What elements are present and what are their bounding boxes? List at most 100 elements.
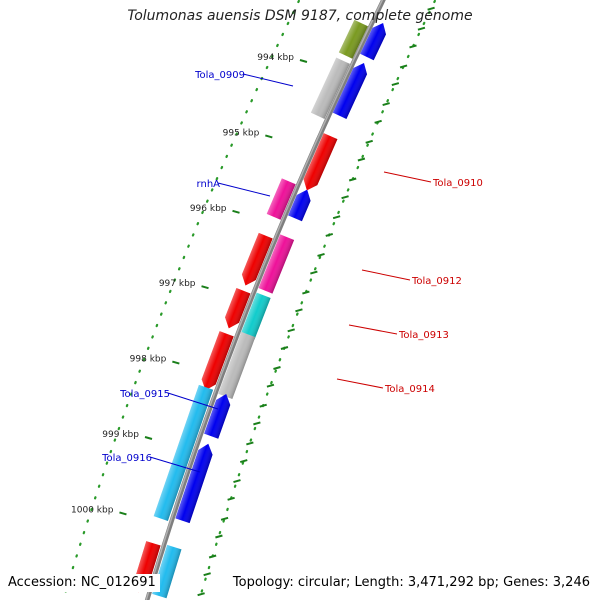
ruler-tick-label: 1000 kbp — [71, 505, 114, 515]
gene-label-text: Tola_0916 — [101, 453, 152, 464]
guide-dash — [391, 82, 400, 87]
gene-label-text: rnhA — [197, 179, 221, 190]
gene-blue-tola0916 — [175, 443, 213, 524]
leader-line — [383, 171, 432, 183]
topology-text: Topology: circular; Length: 3,471,292 bp… — [228, 574, 590, 592]
gene-shading — [240, 292, 271, 340]
ruler-tick-label: 999 kbp — [102, 430, 139, 440]
leader-line — [217, 182, 271, 197]
guide-dash — [220, 516, 229, 521]
gene-label-text: Tola_0912 — [411, 276, 462, 287]
guide-dash — [348, 177, 357, 182]
leader-line — [336, 378, 384, 389]
guide-dash — [246, 441, 254, 446]
guide-dash — [280, 346, 289, 350]
dotted-guides — [62, 0, 437, 600]
gene-track — [133, 19, 386, 599]
ruler-tick — [172, 360, 180, 365]
gene-blue-tola0909 — [332, 62, 368, 119]
guide-dash — [295, 308, 303, 313]
backbone-line — [144, 0, 386, 600]
gene-labels: Tola_0909 rnhA Tola_0915 Tola_0916 Tola_0910… — [101, 70, 483, 473]
ruler-tick — [232, 209, 240, 214]
ruler-tick-label: 994 kbp — [257, 53, 294, 63]
ruler-tick — [119, 511, 127, 516]
map-title: Tolumonas auensis DSM 9187, complete gen… — [127, 8, 473, 24]
ruler-tick-label: 996 kbp — [190, 204, 227, 214]
guide-dash — [302, 290, 310, 295]
guide-dash — [332, 215, 341, 220]
guide-dash — [365, 139, 373, 144]
backbone — [144, 0, 386, 600]
gene-label-tola-0916: Tola_0916 — [101, 453, 201, 473]
gene-shading — [225, 288, 251, 329]
gene-label-tola-0910: Tola_0910 — [383, 171, 483, 189]
ruler-tick-label: 998 kbp — [130, 355, 167, 365]
ruler-tick — [201, 285, 209, 290]
gene-blue-top — [360, 23, 386, 61]
guide-dash — [208, 554, 217, 559]
gene-label-tola-0915: Tola_0915 — [119, 389, 219, 410]
guide-dash — [253, 421, 261, 426]
leader-line — [361, 269, 411, 281]
ruler-tick — [144, 436, 153, 440]
guide-dash — [341, 195, 349, 200]
leader-line — [167, 392, 219, 410]
gene-label-text: Tola_0909 — [194, 70, 245, 81]
guide-dash — [203, 572, 211, 577]
gene-red-tola0910 — [303, 133, 338, 191]
gene-shading — [332, 62, 368, 119]
guide-dash — [399, 64, 408, 69]
gene-label-tola-0913: Tola_0913 — [348, 324, 449, 341]
gene-shading — [338, 19, 368, 59]
leader-line — [242, 73, 294, 87]
guide-dash — [259, 403, 267, 408]
gene-lightblue-tola0915 — [153, 384, 214, 521]
gene-red-tola0911 — [241, 232, 273, 286]
guide-dash — [357, 157, 366, 162]
gene-label-text: Tola_0914 — [384, 384, 435, 395]
gene-shading — [201, 331, 234, 391]
guide-dash — [197, 592, 205, 597]
gene-shading — [241, 232, 273, 286]
gene-label-rnha: rnhA — [197, 179, 271, 197]
guide-dash — [287, 328, 295, 333]
gene-shading — [303, 133, 338, 191]
gene-blue-tola0915 — [204, 394, 231, 439]
backbone-highlight — [145, 0, 384, 600]
gene-shading — [266, 178, 296, 220]
ruler-tick — [265, 134, 273, 139]
gene-gray-tola0914 — [218, 331, 256, 399]
guide-dash — [317, 252, 325, 257]
gene-red-tola0914 — [201, 331, 234, 391]
gene-shading — [204, 394, 231, 439]
gene-label-text: Tola_0913 — [398, 330, 449, 341]
gene-shading — [360, 23, 386, 61]
leader-line — [149, 456, 201, 473]
gene-label-text: Tola_0910 — [432, 178, 483, 189]
gene-shading — [288, 189, 311, 222]
guide-dash — [233, 479, 241, 484]
guide-dash — [409, 44, 417, 49]
gene-magenta-rnha — [266, 178, 296, 220]
guide-dash — [239, 459, 248, 464]
guide-dash — [417, 26, 426, 31]
guide-dash — [427, 6, 435, 11]
gene-label-tola-0909: Tola_0909 — [194, 70, 294, 87]
gene-blue-rnha — [288, 189, 311, 222]
gene-label-tola-0912: Tola_0912 — [361, 269, 462, 287]
guide-dash — [227, 496, 235, 501]
accession-text: Accession: NC_012691 — [8, 574, 160, 592]
guide-dash — [310, 270, 318, 275]
gene-red-tola0913 — [225, 288, 251, 329]
gene-magenta-tola0912 — [258, 234, 295, 294]
guide-dash — [266, 383, 275, 388]
ruler-tick — [299, 59, 308, 63]
guide-dash — [325, 232, 334, 237]
gene-gray-tola0909 — [310, 57, 350, 119]
leader-line — [348, 324, 398, 335]
guide-dash — [382, 102, 390, 107]
gene-shading — [153, 384, 214, 521]
gene-shading — [218, 331, 256, 399]
